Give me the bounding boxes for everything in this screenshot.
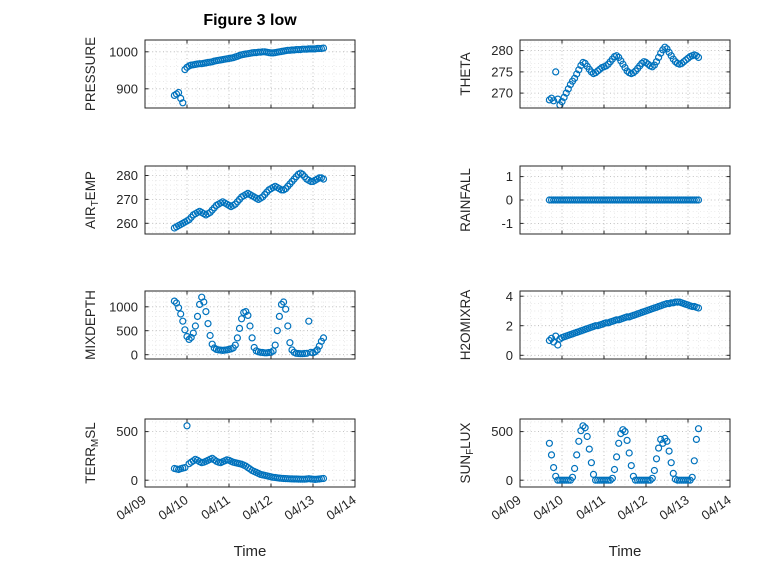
data-points (170, 44, 328, 107)
data-points (170, 293, 328, 358)
data-points (170, 169, 328, 232)
x-axis-title-left: Time (233, 543, 267, 560)
data-points (545, 43, 703, 109)
y-axis-label: H2OMIXRA (458, 290, 473, 361)
axes-box (519, 418, 731, 488)
x-tick-label: 04/10 (530, 492, 565, 523)
y-tick-label: 500 (491, 424, 513, 439)
subplot-h2omixra: 0 2 4 H2OMIXRA (458, 289, 731, 363)
y-axis-label: RAINFALL (458, 168, 473, 232)
y-tick-label: 0 (131, 347, 138, 362)
y-axis-label: MIXDEPTH (83, 290, 98, 360)
y-axis-label: PRESSURE (83, 37, 98, 111)
axes-box (144, 418, 356, 488)
y-tick-label: -1 (501, 216, 513, 231)
y-tick-label: 0 (506, 473, 513, 488)
subplot-theta: 270 275 280 THETA (458, 39, 731, 109)
y-axis-label: TERRMSL (83, 422, 101, 484)
tick-marks: -1 0 1 (501, 166, 731, 234)
data-points (545, 422, 703, 484)
x-tick-label: 04/12 (239, 492, 274, 523)
x-tick-label: 04/10 (155, 492, 190, 523)
tick-marks: 0 500 (116, 419, 356, 488)
x-tick-label: 04/09 (113, 492, 148, 523)
y-axis-label: AIRTEMP (83, 171, 101, 229)
axes-box (144, 290, 356, 360)
x-tick-label: 04/09 (488, 492, 523, 523)
tick-marks: 900 1000 (109, 40, 356, 108)
data-points (545, 298, 703, 349)
y-tick-label: 275 (491, 64, 513, 79)
y-axis-label: SUNFLUX (458, 423, 476, 484)
subplot-rainfall: -1 0 1 RAINFALL (458, 165, 731, 235)
y-tick-label: 280 (116, 168, 138, 183)
x-tick-label: 04/13 (281, 492, 316, 523)
grid-lines (520, 291, 730, 359)
x-tick-label: 04/12 (614, 492, 649, 523)
y-tick-label: 0 (506, 193, 513, 208)
x-tick-label: 04/14 (698, 492, 733, 523)
subplot-sun-flux: 0 500 SUNFLUX 04/09 04/10 04/11 04/12 04/13 04/1… (458, 418, 734, 523)
tick-marks: 0 500 (491, 419, 731, 488)
y-tick-label: 0 (131, 473, 138, 488)
subplot-air-temp: 260 270 280 AIRTEMP (83, 165, 356, 235)
y-axis-label: THETA (458, 52, 473, 95)
y-tick-label: 1000 (109, 44, 138, 59)
grid-lines (145, 291, 355, 359)
x-tick-label: 04/14 (323, 492, 358, 523)
axes-box (144, 165, 356, 235)
tick-marks: 260 270 280 (116, 166, 356, 234)
subplot-mixdepth: 0 500 1000 MIXDEPTH (83, 290, 356, 362)
y-tick-label: 270 (116, 192, 138, 207)
figure-title: Figure 3 low (203, 12, 297, 29)
axes-box (144, 39, 356, 109)
y-tick-label: 1 (506, 169, 513, 184)
y-tick-label: 260 (116, 216, 138, 231)
x-tick-label: 04/11 (573, 492, 607, 522)
x-axis-title-right: Time (608, 543, 642, 560)
tick-marks: 0 500 1000 (109, 291, 356, 362)
data-points (170, 422, 328, 483)
subplot-terr-msl: 0 500 TERRMSL 04/09 04/10 04/11 04/12 04/13 04/1… (83, 418, 359, 523)
grid-lines (520, 166, 730, 234)
axes-box (519, 290, 731, 360)
y-tick-label: 500 (116, 323, 138, 338)
axes-box (519, 39, 731, 109)
y-tick-label: 2 (506, 318, 513, 333)
y-tick-label: 280 (491, 43, 513, 58)
y-tick-label: 500 (116, 424, 138, 439)
data-points (545, 196, 703, 204)
grid-lines (520, 419, 730, 487)
x-tick-label: 04/13 (656, 492, 691, 523)
tick-marks: 0 2 4 (506, 289, 731, 363)
y-tick-label: 0 (506, 348, 513, 363)
y-tick-label: 1000 (109, 299, 138, 314)
y-tick-label: 900 (116, 81, 138, 96)
grid-lines (520, 40, 730, 108)
subplot-pressure: 900 1000 PRESSURE (83, 37, 356, 111)
y-tick-label: 270 (491, 86, 513, 101)
tick-marks: 270 275 280 (491, 40, 731, 108)
y-tick-label: 4 (506, 289, 513, 304)
x-tick-label: 04/11 (198, 492, 232, 522)
